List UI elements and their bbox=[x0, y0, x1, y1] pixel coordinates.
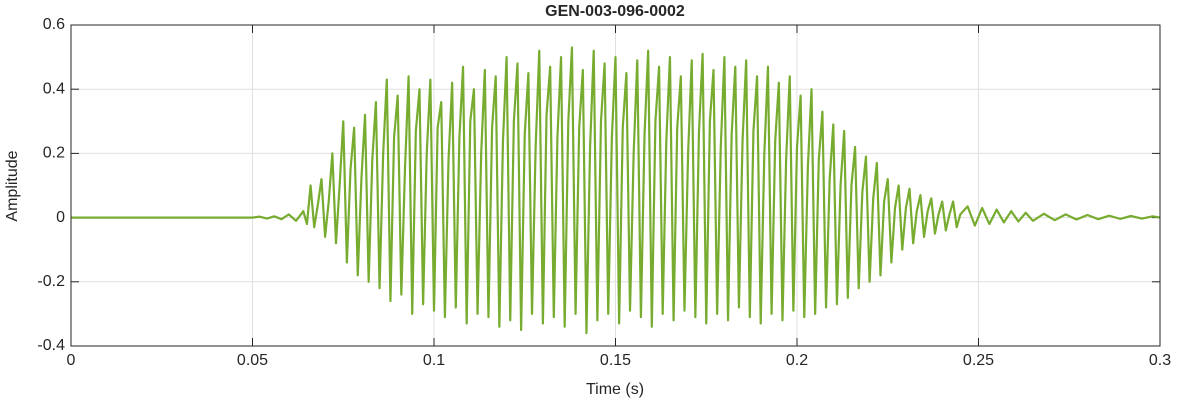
y-tick-label: -0.2 bbox=[37, 273, 65, 290]
x-tick-label: 0.25 bbox=[963, 352, 994, 369]
plot-frame bbox=[70, 24, 1161, 347]
y-axis-label: Amplitude bbox=[4, 150, 21, 221]
x-tick-label: 0.15 bbox=[600, 352, 631, 369]
x-tick-label: 0 bbox=[67, 352, 76, 369]
y-tick-label: 0.4 bbox=[43, 80, 65, 97]
x-tick-label: 0.05 bbox=[237, 352, 268, 369]
x-axis-label: Time (s) bbox=[586, 381, 644, 398]
y-tick-label: 0.2 bbox=[43, 145, 65, 162]
chart-title: GEN-003-096-0002 bbox=[545, 3, 685, 20]
x-tick-label: 0.2 bbox=[786, 352, 808, 369]
y-tick-label: 0.6 bbox=[43, 16, 65, 33]
y-tick-label: 0 bbox=[56, 209, 65, 226]
x-tick-label: 0.3 bbox=[1149, 352, 1171, 369]
x-tick-label: 0.1 bbox=[423, 352, 445, 369]
y-tick-label: -0.4 bbox=[37, 337, 65, 354]
waveform-line bbox=[71, 46, 1161, 335]
